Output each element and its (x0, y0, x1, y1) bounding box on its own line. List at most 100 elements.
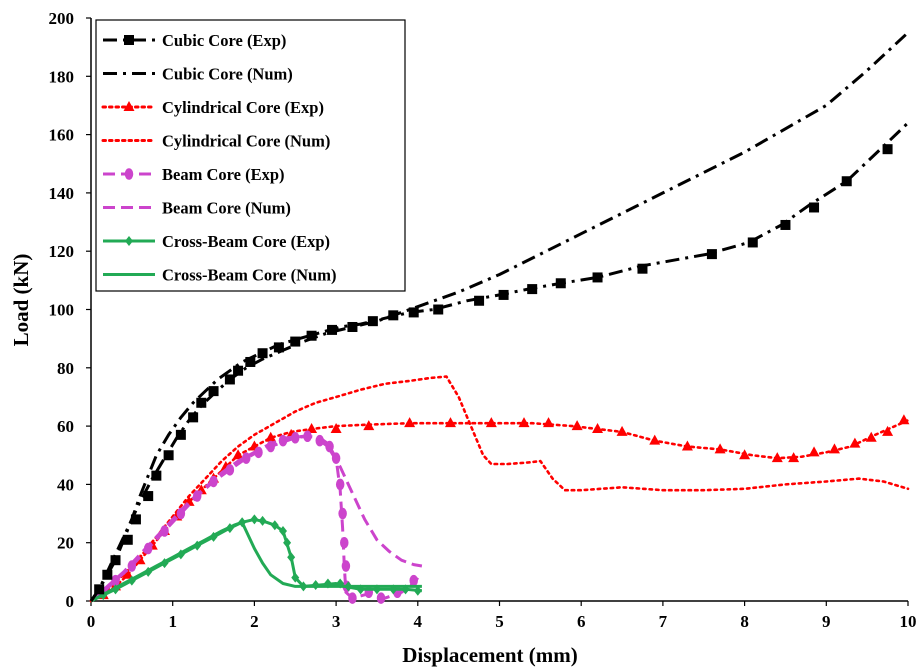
data-point (706, 249, 717, 260)
data-point (433, 304, 444, 315)
data-point (788, 452, 800, 463)
data-point (175, 429, 186, 440)
x-tick-label: 5 (495, 612, 504, 631)
data-point (232, 449, 244, 460)
data-point (338, 507, 347, 520)
data-point (196, 397, 207, 408)
y-tick-label: 80 (57, 359, 74, 378)
y-axis-ticks: 0 20 40 60 80 100 120 140 160 180 200 (49, 9, 91, 611)
data-point (102, 569, 113, 580)
data-point (336, 578, 345, 589)
data-point (681, 440, 693, 451)
data-point (828, 443, 840, 454)
data-point (323, 578, 332, 589)
data-point (225, 464, 235, 476)
data-point (527, 284, 538, 295)
data-point (224, 374, 235, 385)
data-point (270, 520, 279, 531)
data-point (287, 552, 296, 563)
data-point (94, 584, 105, 595)
data-point (265, 431, 277, 442)
legend-entry-cross-beam-core-exp: Cross-Beam Core (Exp) (103, 232, 330, 251)
data-point (233, 365, 244, 376)
data-point (144, 566, 153, 577)
x-tick-label: 4 (414, 612, 423, 631)
y-tick-label: 20 (57, 534, 74, 553)
data-point (344, 581, 353, 592)
data-point (225, 523, 234, 534)
data-point (809, 202, 820, 213)
legend-marker (125, 236, 133, 246)
data-point (160, 525, 169, 537)
data-point (176, 549, 185, 560)
data-point (192, 490, 202, 502)
legend-entry-cylindrical-core-exp: Cylindrical Core (Exp) (101, 98, 324, 117)
data-point (771, 452, 783, 463)
data-point (163, 450, 174, 461)
series-cylindrical-core-num (89, 375, 910, 603)
data-point (291, 432, 300, 444)
data-point (254, 446, 263, 459)
data-point (367, 316, 378, 327)
data-point (315, 434, 325, 447)
data-point (592, 423, 604, 434)
legend-marker (124, 35, 134, 45)
legend-label: Cylindrical Core (Exp) (162, 98, 324, 117)
data-point (340, 536, 349, 549)
y-tick-label: 120 (49, 242, 75, 261)
y-tick-label: 0 (66, 592, 75, 611)
legend-label: Cylindrical Core (Num) (162, 132, 330, 151)
data-point (849, 437, 861, 448)
legend: Cubic Core (Exp) Cubic Core (Num) Cylindri… (95, 19, 406, 292)
data-point (257, 348, 268, 359)
data-point (841, 176, 852, 187)
legend-entry-cross-beam-core-num: Cross-Beam Core (Num) (103, 266, 336, 285)
data-point (151, 470, 162, 481)
data-point (485, 417, 497, 428)
data-point (325, 440, 334, 453)
y-tick-label: 200 (49, 9, 75, 28)
data-point (330, 423, 342, 434)
data-point (273, 342, 284, 353)
x-tick-label: 1 (168, 612, 177, 631)
data-point (306, 330, 317, 341)
data-point (474, 295, 485, 306)
series-beam-core-exp (90, 430, 420, 604)
data-point (335, 478, 345, 491)
data-point (592, 272, 603, 283)
data-point (306, 423, 318, 434)
legend-label: Beam Core (Num) (162, 199, 291, 218)
data-point (389, 584, 398, 595)
data-point (444, 417, 456, 428)
legend-entry-beam-core-exp: Beam Core (Exp) (103, 165, 285, 184)
series-cross-beam-core-exp (90, 514, 423, 603)
data-point (278, 526, 287, 537)
data-point (518, 417, 530, 428)
x-tick-label: 10 (900, 612, 917, 631)
data-point (401, 584, 410, 595)
data-point (176, 507, 186, 520)
x-tick-label: 3 (332, 612, 341, 631)
data-point (408, 307, 419, 318)
data-point (111, 584, 120, 595)
data-point (143, 542, 153, 555)
data-point (266, 440, 275, 453)
data-point (311, 579, 320, 590)
x-tick-label: 2 (250, 612, 259, 631)
data-point (127, 575, 136, 586)
data-point (356, 584, 365, 595)
data-point (209, 475, 218, 488)
data-point (739, 449, 751, 460)
data-point (331, 452, 341, 464)
series-cubic-core-exp (89, 121, 910, 602)
y-tick-label: 140 (49, 184, 75, 203)
data-point (111, 574, 120, 587)
data-point (208, 386, 219, 397)
data-point (188, 412, 199, 423)
legend-entry-cubic-core-num: Cubic Core (Num) (103, 65, 293, 84)
data-point (747, 237, 758, 248)
legend-entry-cubic-core-exp: Cubic Core (Exp) (103, 31, 286, 50)
legend-label: Cubic Core (Num) (162, 65, 293, 84)
data-point (245, 356, 256, 367)
